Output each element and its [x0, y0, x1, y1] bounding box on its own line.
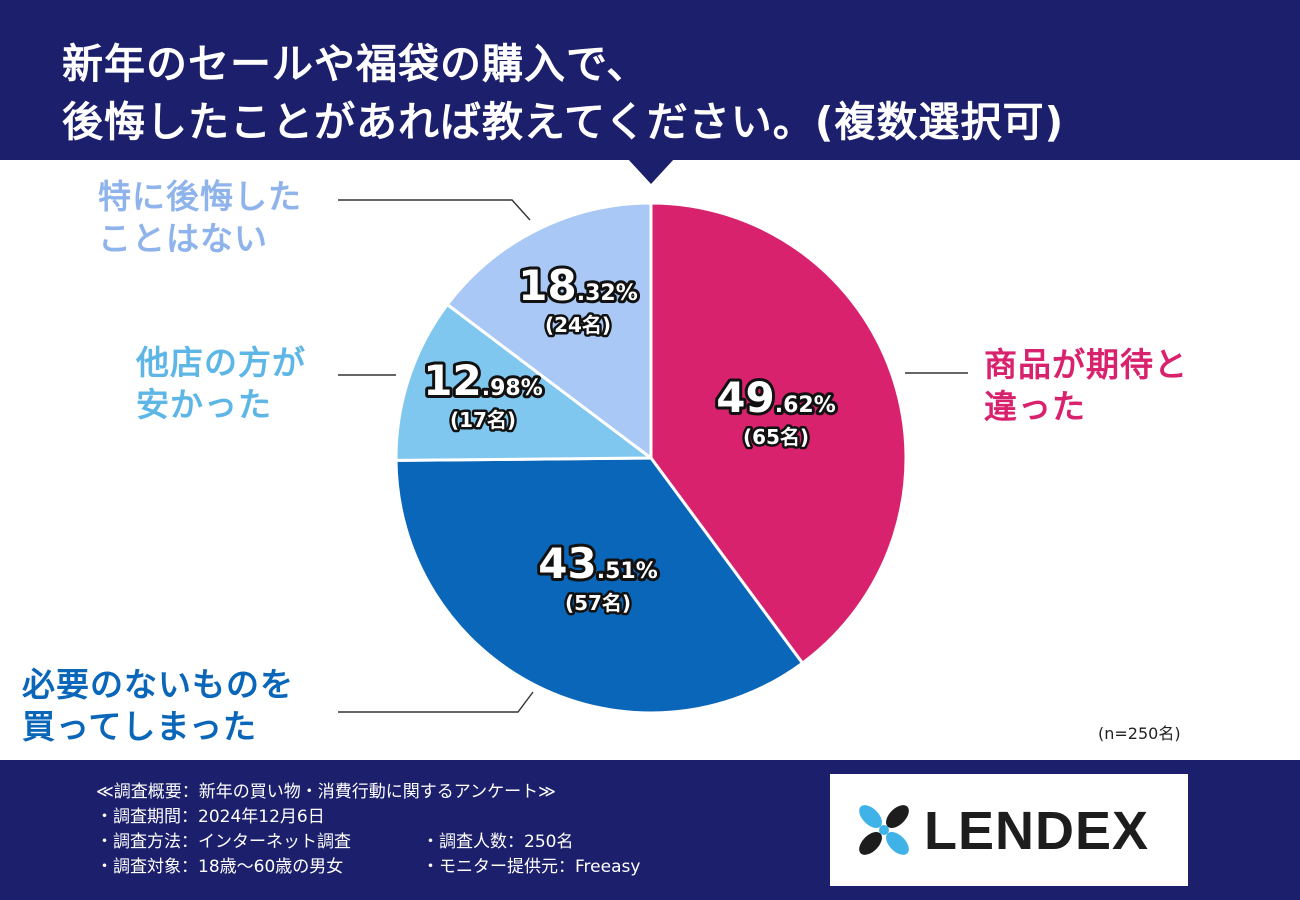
value-dec: .98%	[482, 376, 543, 401]
label-cheaper-line-1: 他店の方が	[136, 343, 306, 382]
value-int: 49	[716, 373, 774, 422]
count-label-cheaper: (17名)	[450, 408, 516, 432]
title-line-2: 後悔したことがあれば教えてください。(複数選択可)	[62, 98, 1065, 146]
survey-text: ・調査方法：インターネット調査	[96, 832, 351, 852]
label-no-regret-line-1: 特に後悔した	[98, 177, 302, 216]
label-cheaper: 他店の方が 安かった	[136, 342, 306, 426]
value-label-disappointed: 49.62%	[716, 373, 835, 422]
pie-slice-unnecessary	[394, 456, 804, 715]
label-unnecessary-line-1: 必要のないものを	[22, 665, 294, 704]
sample-size-note: (n=250名)	[1098, 724, 1181, 743]
count-label-no-regret: (24名)	[545, 313, 611, 337]
label-unnecessary: 必要のないものを 買ってしまった	[22, 664, 294, 748]
logo-center-dot	[879, 825, 889, 835]
value-label-no-regret: 18.32%	[518, 261, 637, 310]
label-no-regret: 特に後悔した ことはない	[98, 176, 302, 260]
label-disappointed-line-1: 商品が期待と	[984, 345, 1188, 384]
label-disappointed-line-2: 違った	[984, 387, 1086, 426]
survey-line: ・調査期間：2024年12月6日	[96, 805, 556, 830]
leader-line-unnecessary	[338, 691, 534, 713]
value-dec: .32%	[577, 281, 638, 306]
value-label-unnecessary: 43.51%	[538, 539, 657, 588]
footer-band: ≪調査概要：新年の買い物・消費行動に関するアンケート≫ ・調査期間：2024年1…	[0, 760, 1300, 900]
survey-line: ・調査対象：18歳～60歳の男女 ・モニター提供元：Freeasy	[96, 855, 640, 880]
logo-mark-icon	[859, 805, 909, 855]
banner-pointer	[627, 158, 675, 184]
value-int: 43	[538, 539, 596, 588]
leader-line-no-regret	[338, 199, 531, 221]
value-label-cheaper: 12.98%	[423, 356, 542, 405]
label-no-regret-line-2: ことはない	[98, 219, 268, 258]
survey-text: ・調査期間：2024年12月6日	[96, 807, 325, 827]
survey-text: ・調査対象：18歳～60歳の男女	[96, 857, 344, 877]
company-logo: LENDEX	[830, 774, 1188, 886]
logo-leaf-lower-right	[886, 805, 909, 828]
title-banner: 新年のセールや福袋の購入で、 後悔したことがあれば教えてください。(複数選択可)	[0, 0, 1300, 184]
pie-slice-cheaper	[394, 303, 653, 462]
logo-leaf-upper-right	[859, 805, 882, 828]
value-int: 18	[518, 261, 576, 310]
label-disappointed: 商品が期待と 違った	[984, 344, 1188, 428]
survey-overview: ≪調査概要：新年の買い物・消費行動に関するアンケート≫ ・調査期間：2024年1…	[96, 780, 640, 880]
label-unnecessary-line-2: 買ってしまった	[22, 707, 258, 746]
logo-leaf-lower-left	[886, 832, 909, 855]
survey-text: ・調査人数：250名	[422, 832, 574, 852]
count-label-disappointed: (65名)	[743, 425, 809, 449]
title-line-1: 新年のセールや福袋の購入で、	[62, 40, 649, 88]
pie-slice-disappointed	[649, 201, 908, 665]
survey-line: ・調査方法：インターネット調査 ・調査人数：250名	[96, 830, 573, 855]
value-dec: .51%	[597, 559, 658, 584]
value-int: 12	[423, 356, 481, 405]
count-label-unnecessary: (57名)	[565, 591, 631, 615]
survey-line: ≪調査概要：新年の買い物・消費行動に関するアンケート≫	[96, 780, 556, 805]
logo-leaf-upper-left	[859, 832, 882, 855]
pie-slice-no-regret	[445, 201, 653, 460]
label-cheaper-line-2: 安かった	[136, 385, 272, 424]
logo-text: LENDEX	[924, 801, 1150, 861]
survey-text: ≪調査概要：新年の買い物・消費行動に関するアンケート≫	[96, 782, 556, 802]
survey-text: ・モニター提供元：Freeasy	[422, 857, 641, 877]
value-dec: .62%	[775, 393, 836, 418]
